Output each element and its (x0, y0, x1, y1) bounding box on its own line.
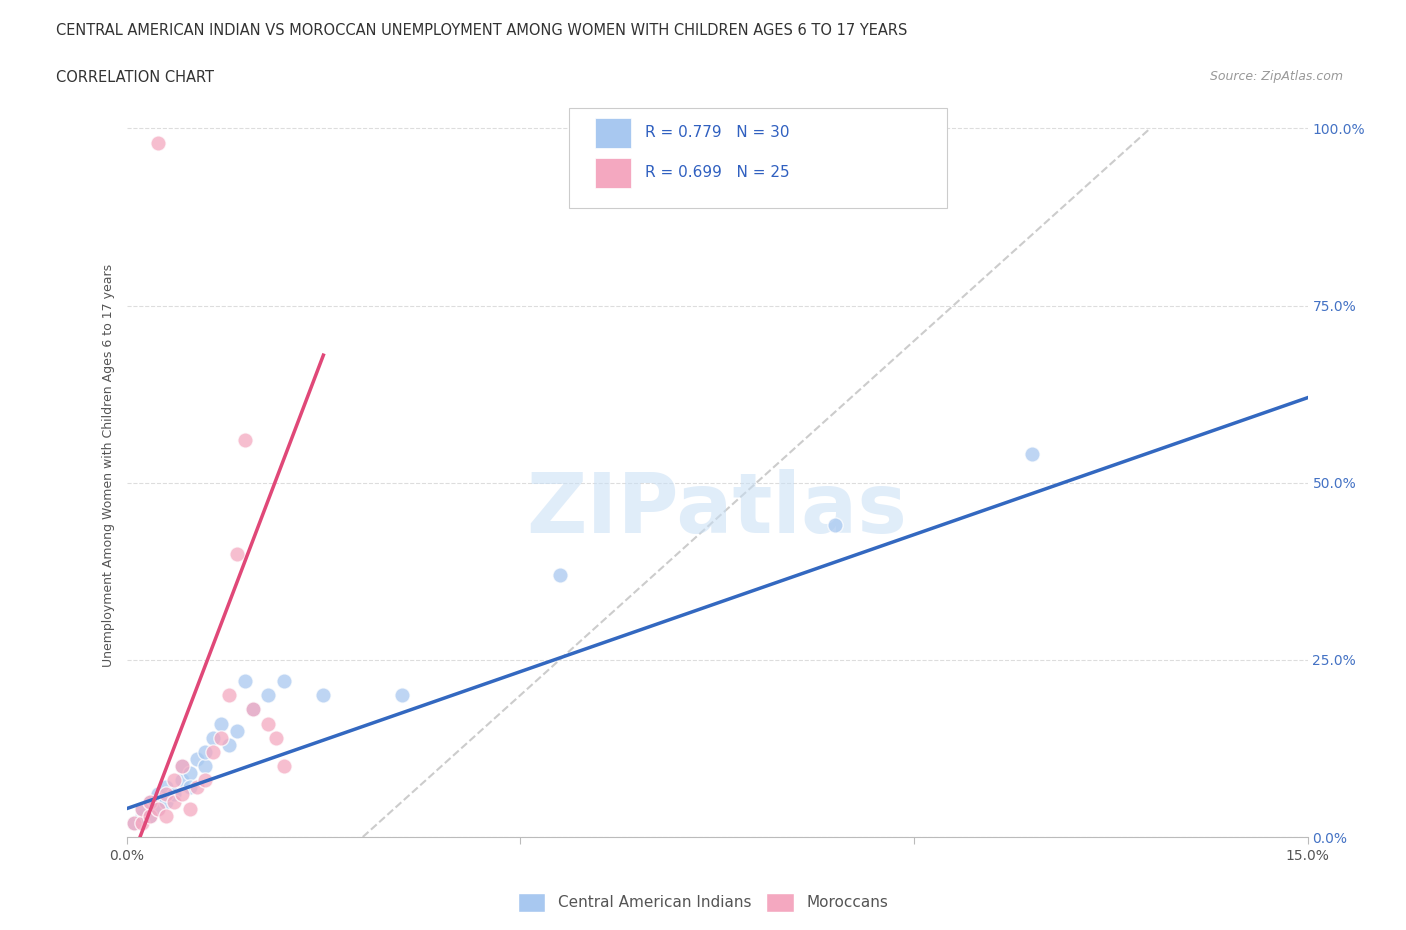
Point (257, 716, 280, 731)
Point (225, 724, 247, 738)
Point (391, 688, 413, 703)
Point (170, 759, 193, 774)
Point (170, 773, 193, 788)
Legend: Central American Indians, Moroccans: Central American Indians, Moroccans (512, 887, 894, 918)
Y-axis label: Unemployment Among Women with Children Ages 6 to 17 years: Unemployment Among Women with Children A… (103, 263, 115, 667)
Point (131, 808, 153, 823)
Point (179, 802, 201, 817)
Point (170, 759, 193, 774)
Point (155, 780, 177, 795)
Bar (595, 118, 631, 148)
Point (139, 808, 162, 823)
Point (824, 518, 846, 533)
Point (163, 794, 186, 809)
Text: CENTRAL AMERICAN INDIAN VS MOROCCAN UNEMPLOYMENT AMONG WOMEN WITH CHILDREN AGES : CENTRAL AMERICAN INDIAN VS MOROCCAN UNEM… (56, 23, 908, 38)
Point (186, 751, 208, 766)
Text: R = 0.779   N = 30: R = 0.779 N = 30 (645, 125, 790, 140)
FancyBboxPatch shape (569, 108, 948, 208)
Point (170, 787, 193, 802)
Point (194, 745, 217, 760)
Point (155, 808, 177, 823)
Point (146, 802, 169, 817)
Point (273, 759, 295, 774)
Point (194, 759, 217, 774)
Point (146, 135, 169, 150)
Point (124, 816, 146, 830)
Point (273, 673, 295, 688)
Point (131, 816, 153, 830)
Point (186, 780, 208, 795)
Point (242, 702, 264, 717)
Text: CORRELATION CHART: CORRELATION CHART (56, 70, 214, 85)
Point (264, 730, 287, 745)
Point (257, 688, 280, 703)
Point (155, 787, 177, 802)
Point (312, 688, 335, 703)
Point (131, 802, 153, 817)
Text: R = 0.699   N = 25: R = 0.699 N = 25 (645, 166, 790, 180)
Point (202, 745, 225, 760)
Point (163, 787, 186, 802)
Point (179, 780, 201, 795)
Point (209, 730, 232, 745)
Point (146, 787, 169, 802)
Point (179, 765, 201, 780)
Point (233, 432, 256, 447)
Point (209, 716, 232, 731)
Point (124, 816, 146, 830)
Point (225, 546, 247, 561)
Point (131, 802, 153, 817)
Text: ZIPatlas: ZIPatlas (527, 469, 907, 551)
Point (548, 567, 571, 582)
Point (139, 794, 162, 809)
Point (233, 673, 256, 688)
Point (146, 802, 169, 817)
Bar (595, 158, 631, 188)
Point (218, 737, 240, 752)
Point (242, 702, 264, 717)
Point (202, 730, 225, 745)
Text: Source: ZipAtlas.com: Source: ZipAtlas.com (1209, 70, 1343, 83)
Point (155, 794, 177, 809)
Point (194, 773, 217, 788)
Point (1021, 447, 1043, 462)
Point (139, 794, 162, 809)
Point (218, 688, 240, 703)
Point (139, 808, 162, 823)
Point (163, 773, 186, 788)
